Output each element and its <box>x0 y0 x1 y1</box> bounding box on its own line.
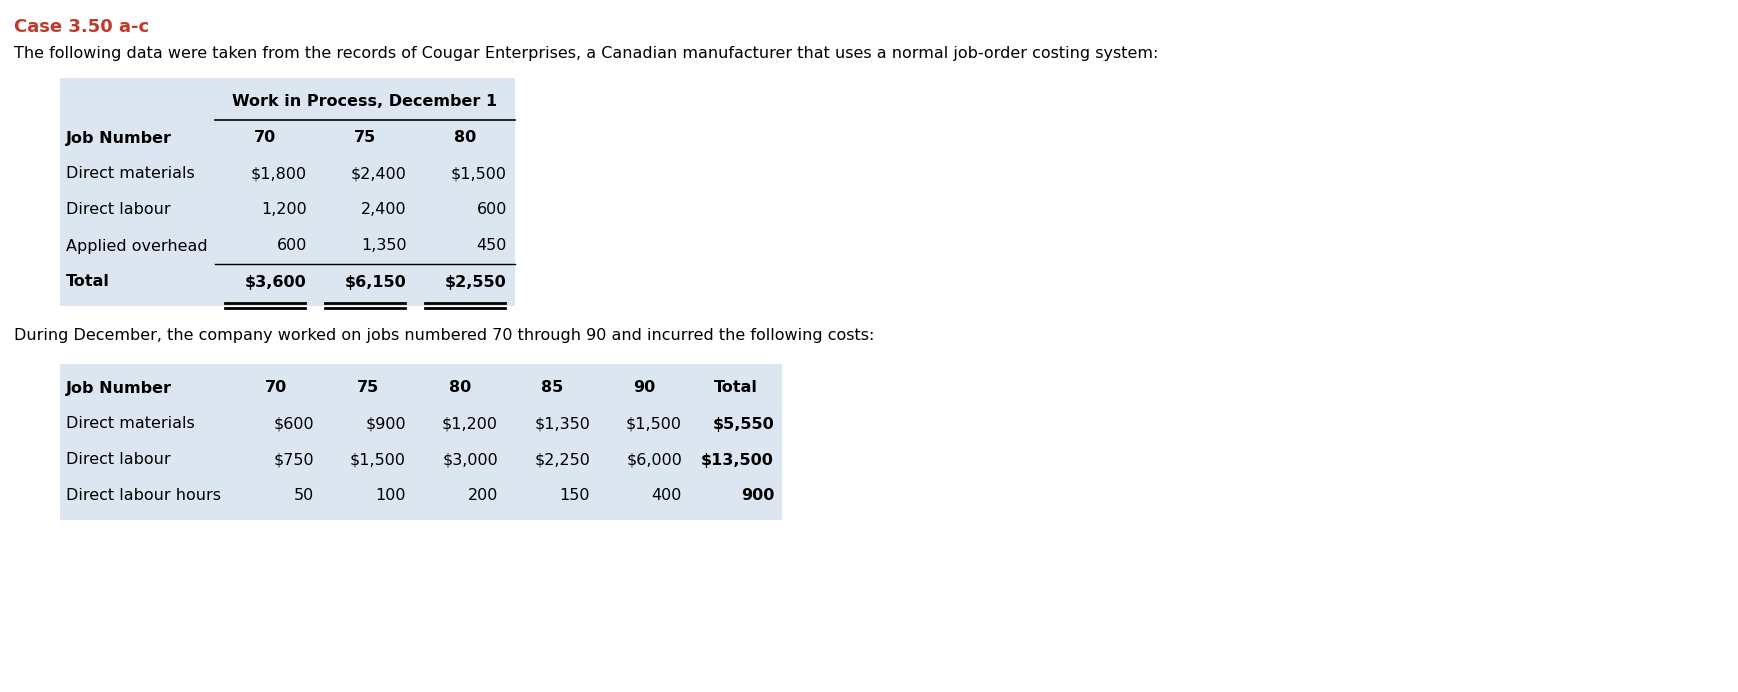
FancyBboxPatch shape <box>61 78 514 306</box>
Text: 600: 600 <box>476 203 507 217</box>
Text: $5,550: $5,550 <box>713 417 773 432</box>
Text: Direct materials: Direct materials <box>66 417 195 432</box>
Text: 50: 50 <box>294 489 315 504</box>
Text: 100: 100 <box>375 489 407 504</box>
Text: $3,000: $3,000 <box>441 453 499 468</box>
Text: Direct materials: Direct materials <box>66 167 195 181</box>
Text: $1,500: $1,500 <box>450 167 507 181</box>
Text: 80: 80 <box>454 131 476 145</box>
Text: $750: $750 <box>273 453 315 468</box>
Text: $6,150: $6,150 <box>346 275 407 289</box>
Text: $1,200: $1,200 <box>441 417 499 432</box>
Text: 1,350: 1,350 <box>362 239 407 253</box>
Text: 400: 400 <box>652 489 681 504</box>
Text: Total: Total <box>66 275 109 289</box>
Text: During December, the company worked on jobs numbered 70 through 90 and incurred : During December, the company worked on j… <box>14 328 874 343</box>
Text: 2,400: 2,400 <box>362 203 407 217</box>
Text: $900: $900 <box>365 417 407 432</box>
Text: 70: 70 <box>264 381 287 396</box>
Text: $1,500: $1,500 <box>349 453 407 468</box>
Text: Total: Total <box>714 381 758 396</box>
Text: Direct labour: Direct labour <box>66 453 170 468</box>
Text: $2,400: $2,400 <box>351 167 407 181</box>
Text: 600: 600 <box>276 239 308 253</box>
Text: $600: $600 <box>273 417 315 432</box>
Text: $1,350: $1,350 <box>534 417 589 432</box>
Text: 80: 80 <box>448 381 471 396</box>
Text: Work in Process, December 1: Work in Process, December 1 <box>233 95 497 109</box>
Text: 200: 200 <box>468 489 499 504</box>
Text: 450: 450 <box>476 239 507 253</box>
Text: The following data were taken from the records of Cougar Enterprises, a Canadian: The following data were taken from the r… <box>14 46 1158 61</box>
Text: $2,250: $2,250 <box>534 453 589 468</box>
Text: $2,550: $2,550 <box>445 275 507 289</box>
FancyBboxPatch shape <box>61 364 782 520</box>
Text: $3,600: $3,600 <box>245 275 308 289</box>
Text: Direct labour hours: Direct labour hours <box>66 489 221 504</box>
Text: Applied overhead: Applied overhead <box>66 239 207 253</box>
Text: Job Number: Job Number <box>66 381 172 396</box>
Text: Case 3.50 a-c: Case 3.50 a-c <box>14 18 149 36</box>
Text: 75: 75 <box>356 381 379 396</box>
Text: $6,000: $6,000 <box>626 453 681 468</box>
Text: 1,200: 1,200 <box>261 203 308 217</box>
Text: $1,500: $1,500 <box>626 417 681 432</box>
Text: 85: 85 <box>541 381 563 396</box>
Text: 90: 90 <box>633 381 655 396</box>
Text: Direct labour: Direct labour <box>66 203 170 217</box>
Text: $1,800: $1,800 <box>250 167 308 181</box>
Text: 75: 75 <box>355 131 375 145</box>
Text: Job Number: Job Number <box>66 131 172 145</box>
Text: 150: 150 <box>560 489 589 504</box>
Text: 70: 70 <box>254 131 276 145</box>
Text: $13,500: $13,500 <box>700 453 773 468</box>
Text: 900: 900 <box>740 489 773 504</box>
